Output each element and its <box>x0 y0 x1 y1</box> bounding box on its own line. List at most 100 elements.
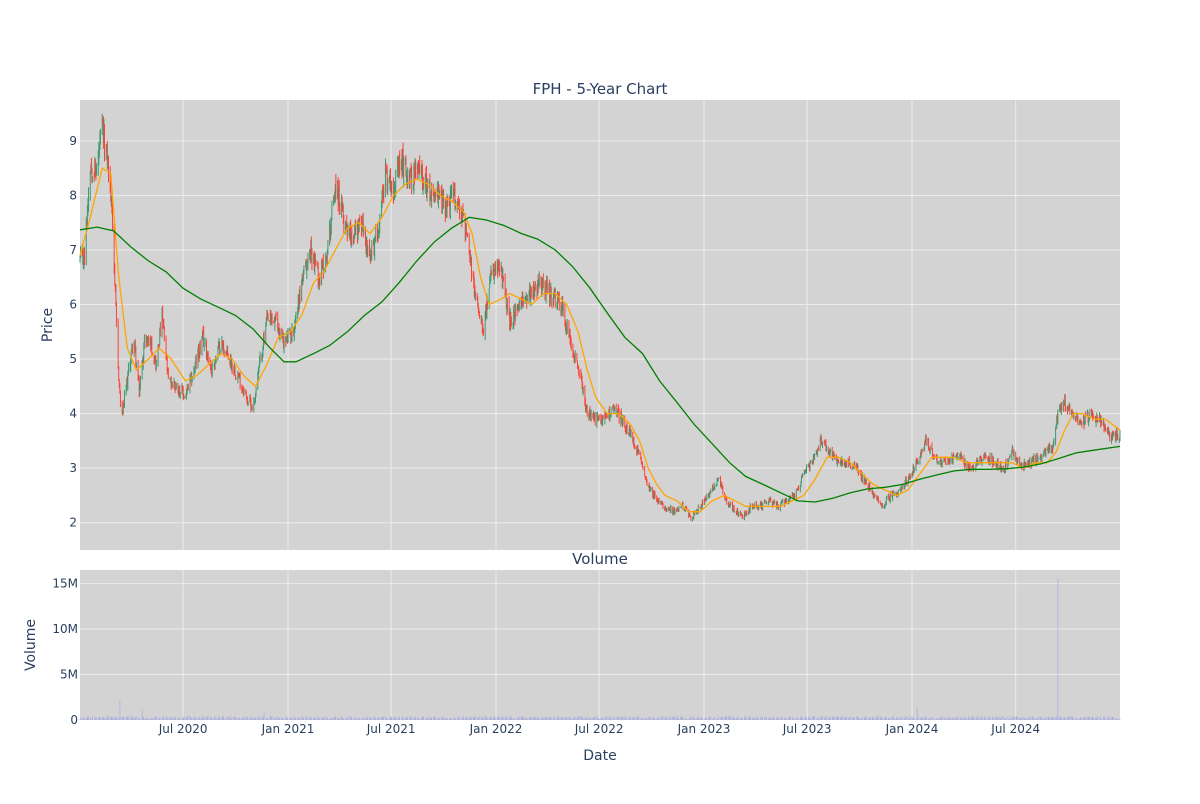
volume-bar <box>1048 716 1050 720</box>
volume-bar <box>460 719 462 720</box>
volume-bar <box>737 716 739 720</box>
volume-bar <box>183 716 185 720</box>
volume-bar <box>404 717 406 720</box>
volume-bar <box>522 716 524 720</box>
volume-bar <box>917 717 919 720</box>
volume-bar <box>650 718 652 720</box>
volume-bar <box>585 718 587 720</box>
volume-bar <box>1008 719 1010 720</box>
volume-bar <box>513 718 515 720</box>
price-y-tick-label: 7 <box>69 243 77 257</box>
volume-bar <box>198 717 199 720</box>
volume-bar <box>1068 716 1070 720</box>
volume-bar <box>445 718 447 720</box>
volume-bar <box>390 716 391 720</box>
volume-bar <box>1071 718 1073 720</box>
volume-bar <box>166 716 168 720</box>
volume-bar <box>471 716 472 720</box>
volume-bar <box>729 718 731 720</box>
volume-bar <box>634 719 636 720</box>
price-y-axis-label: Price <box>40 308 56 342</box>
volume-bar <box>369 716 370 720</box>
volume-bar <box>359 717 361 720</box>
volume-bar <box>1025 717 1027 720</box>
volume-bar <box>263 710 265 720</box>
volume-bar <box>1109 716 1111 720</box>
volume-bar <box>289 718 291 720</box>
volume-bar <box>416 717 418 720</box>
volume-bar <box>756 716 758 720</box>
volume-bar <box>157 719 159 720</box>
volume-bar <box>709 719 711 720</box>
volume-bar <box>366 716 368 720</box>
volume-bar <box>151 718 153 720</box>
volume-bar <box>713 718 715 720</box>
volume-bar <box>259 716 260 720</box>
volume-bar <box>754 717 756 720</box>
volume-bar <box>868 719 870 720</box>
volume-bar <box>1119 718 1120 720</box>
volume-bar <box>341 717 343 720</box>
volume-bar <box>350 717 352 720</box>
volume-bar <box>885 717 887 720</box>
volume-bar <box>1015 716 1017 720</box>
volume-bar <box>270 718 272 720</box>
volume-bar <box>333 716 335 720</box>
volume-bar <box>310 717 312 720</box>
volume-bar <box>1032 716 1034 720</box>
volume-bar <box>242 718 243 720</box>
volume-bar <box>842 716 843 720</box>
volume-bar <box>357 717 358 720</box>
volume-bar <box>730 716 732 720</box>
volume-bar <box>761 717 763 720</box>
volume-bar <box>610 716 612 720</box>
volume-bar <box>420 717 422 720</box>
volume-bar <box>608 716 610 720</box>
volume-bar <box>752 719 754 720</box>
volume-bar <box>1088 716 1090 720</box>
volume-bar <box>824 718 826 720</box>
volume-bar <box>828 719 830 720</box>
volume-bar <box>487 717 488 720</box>
volume-y-tick-label: 0 <box>70 713 78 727</box>
volume-bar <box>429 718 431 720</box>
volume-bar <box>658 716 660 720</box>
volume-bar <box>909 718 911 720</box>
volume-bar <box>947 718 949 720</box>
volume-bar <box>389 718 390 720</box>
volume-bar <box>652 717 654 720</box>
volume-bar <box>775 718 777 720</box>
volume-bar <box>928 718 930 720</box>
volume-bar <box>435 716 436 720</box>
volume-bar <box>968 716 969 720</box>
volume-bar <box>503 717 504 720</box>
volume-bar <box>265 719 267 720</box>
x-tick-label: Jul 2021 <box>366 722 416 736</box>
volume-bar <box>1052 718 1054 720</box>
volume-bar <box>566 718 568 720</box>
volume-bar <box>161 718 163 720</box>
volume-bar <box>740 718 741 720</box>
volume-bar <box>418 718 420 720</box>
volume-bar <box>831 716 833 720</box>
volume-bar <box>118 718 120 720</box>
volume-bar <box>725 716 727 720</box>
volume-bar <box>92 716 93 720</box>
volume-bar <box>448 718 450 720</box>
volume-bar <box>517 718 519 720</box>
volume-bar <box>424 718 426 720</box>
volume-bar <box>948 716 949 720</box>
volume-bar <box>370 717 372 720</box>
volume-bar <box>387 719 389 720</box>
volume-bar <box>104 718 105 720</box>
volume-bar <box>827 717 829 720</box>
volume-bar <box>650 717 651 720</box>
volume-bar <box>570 718 572 720</box>
volume-bar <box>363 718 365 720</box>
volume-bar <box>606 718 607 720</box>
volume-bar <box>450 717 452 720</box>
volume-bar <box>880 716 882 720</box>
volume-bar <box>626 719 628 720</box>
volume-bar <box>873 718 875 720</box>
volume-bar <box>206 716 208 720</box>
